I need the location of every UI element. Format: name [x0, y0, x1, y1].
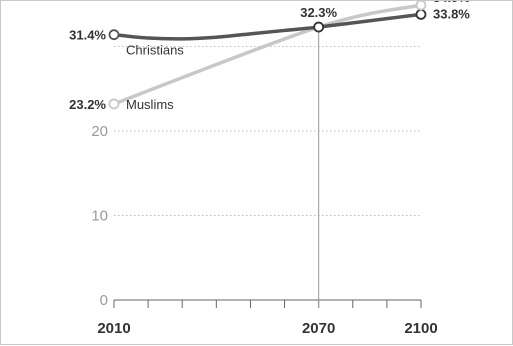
- series-label-christians: Christians: [126, 43, 184, 58]
- x-tick-label-2010: 2010: [97, 320, 130, 337]
- series-line-christians: [112, 12, 423, 41]
- series-label-muslims: Muslims: [126, 97, 174, 112]
- x-tick-label-2070: 2070: [302, 320, 335, 337]
- data-label-2070: 32.3%: [300, 5, 337, 20]
- y-tick-label-10: 10: [91, 208, 108, 225]
- series-line-muslims: [112, 3, 423, 106]
- data-label-muslims-2100: 34.9%: [433, 1, 470, 5]
- point-annotation-2070: [313, 21, 325, 33]
- point-christians-2010: [108, 29, 120, 41]
- y-tick-label-0: 0: [100, 292, 108, 309]
- point-muslims-2100: [415, 1, 427, 11]
- point-muslims-2010: [108, 98, 120, 110]
- data-label-christians-2100: 33.8%: [433, 6, 470, 21]
- x-tick-label-2100: 2100: [404, 320, 437, 337]
- y-tick-label-20: 20: [91, 123, 108, 140]
- data-label-muslims-2010: 23.2%: [69, 97, 106, 112]
- data-label-christians-2010: 31.4%: [69, 28, 106, 43]
- point-christians-2100: [415, 8, 427, 20]
